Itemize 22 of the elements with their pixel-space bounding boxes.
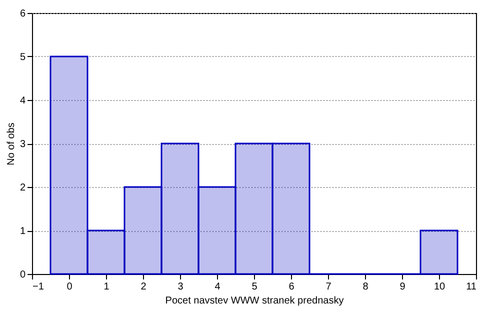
- x-tick-label: 9: [400, 282, 406, 292]
- x-tick-label: 11: [466, 282, 477, 292]
- x-tick-label: 4: [214, 282, 221, 292]
- y-tick-label: 1: [20, 226, 26, 237]
- y-axis-title: No of obs: [6, 122, 17, 166]
- x-tick-label: 2: [140, 282, 147, 292]
- x-tick-label: 8: [362, 282, 369, 292]
- y-tick-label: 3: [20, 139, 26, 150]
- y-tick-label: 4: [20, 96, 26, 106]
- x-tick-label: 0: [66, 282, 73, 292]
- x-tick-label: 7: [326, 282, 332, 292]
- x-axis-title: Pocet navstev WWW stranek prednasky: [165, 296, 344, 306]
- x-tick-label: 6: [288, 282, 295, 292]
- x-tick-label: 3: [178, 282, 184, 292]
- y-tick-label: 6: [20, 8, 26, 20]
- x-tick-label: 10: [434, 282, 446, 292]
- x-tick-label: −1: [32, 282, 44, 292]
- x-tick-label: 1: [104, 282, 110, 292]
- y-tick-label: 0: [20, 270, 26, 280]
- y-tick-label: 2: [20, 182, 26, 194]
- y-tick-label: 5: [20, 52, 26, 63]
- x-tick-label: 5: [252, 282, 258, 292]
